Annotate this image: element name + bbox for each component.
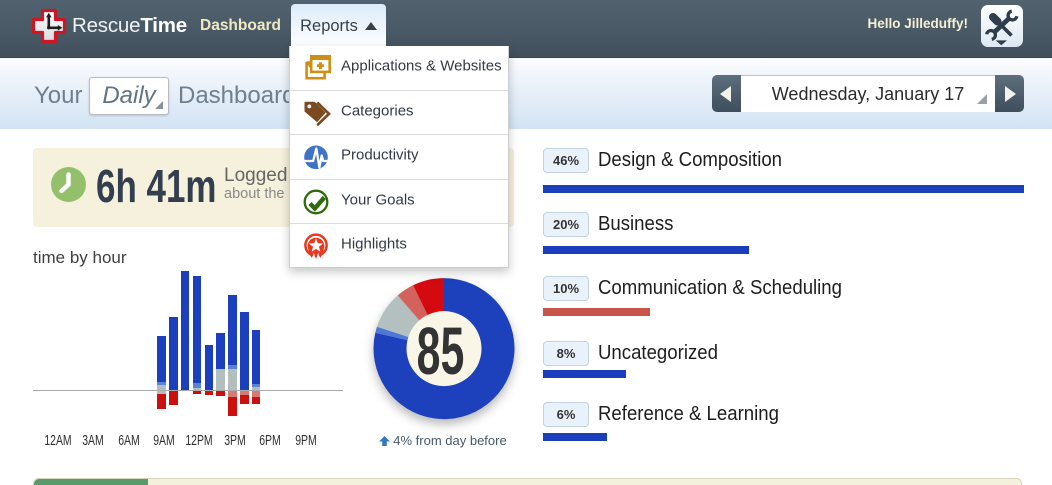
svg-text:85: 85 <box>417 313 465 388</box>
